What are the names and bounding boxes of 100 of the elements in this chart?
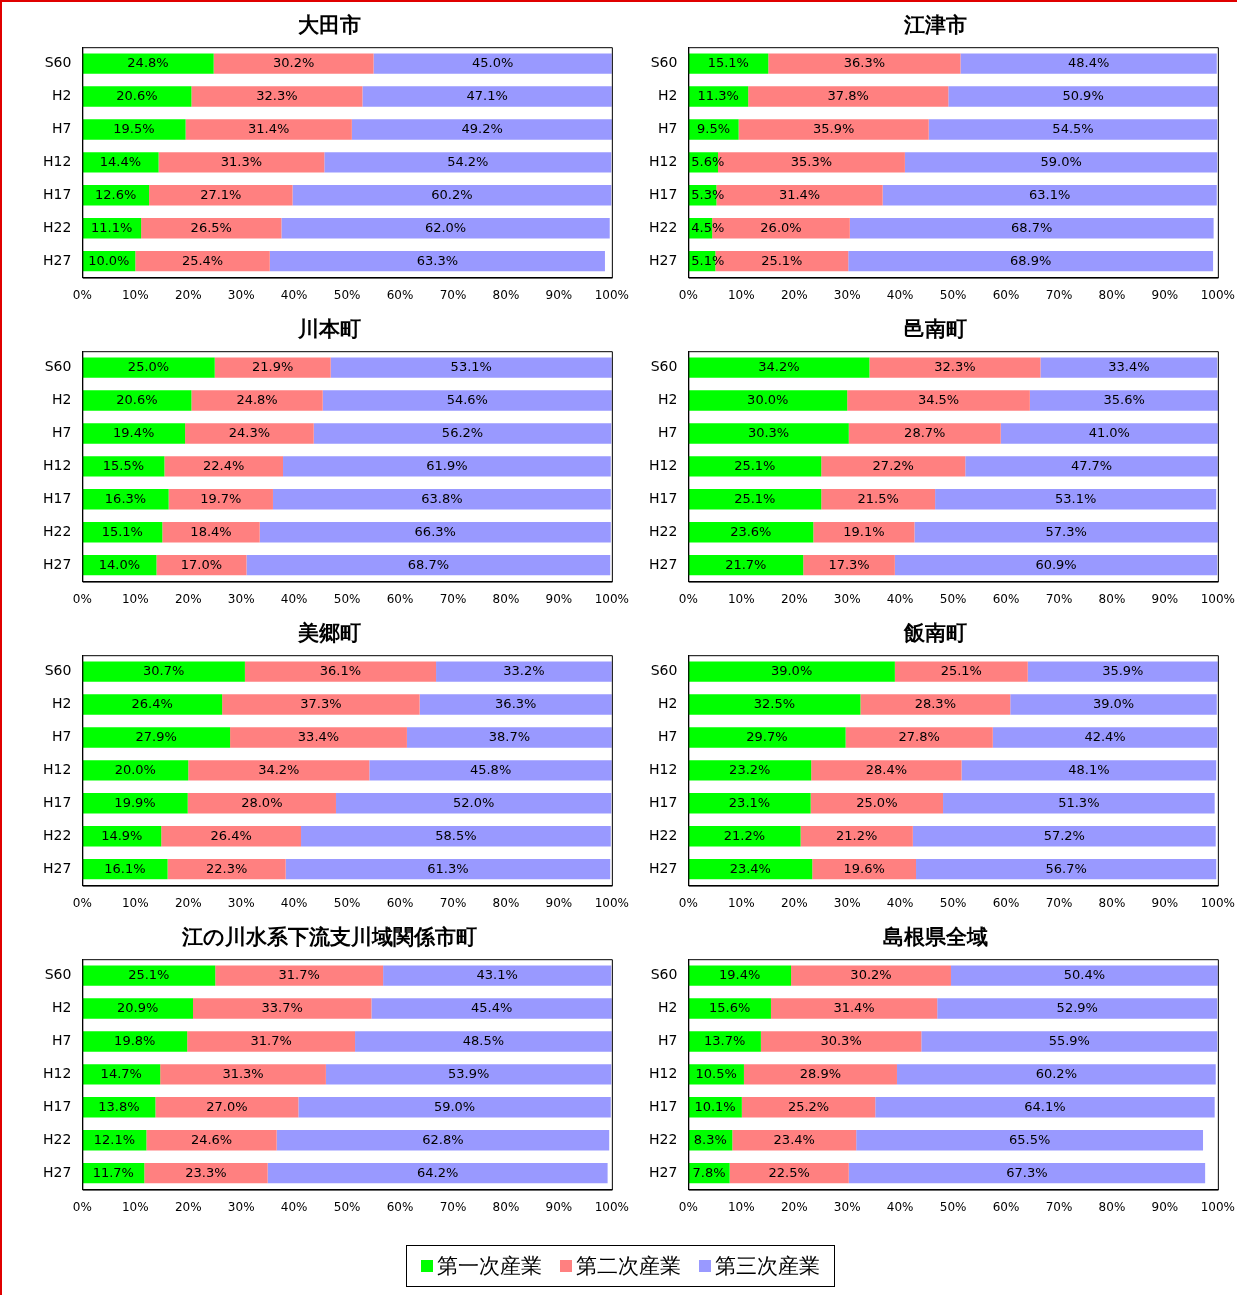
data-label: 56.2%: [441, 424, 484, 440]
data-label: 39.0%: [1092, 695, 1135, 711]
data-label: 19.4%: [113, 424, 155, 440]
bar: [188, 760, 370, 781]
bar: [743, 1064, 897, 1085]
data-label: 60.9%: [1035, 556, 1077, 572]
data-label: 64.1%: [1024, 1098, 1066, 1114]
x-tick-label: 80%: [492, 591, 520, 606]
x-tick-label: 100%: [594, 1199, 629, 1214]
bar: [732, 1130, 857, 1151]
bar: [688, 53, 769, 74]
data-label: 25.2%: [787, 1098, 830, 1114]
bar: [351, 119, 612, 140]
x-tick-label: 70%: [1045, 895, 1073, 910]
bar: [193, 998, 372, 1019]
data-label: 60.2%: [1035, 1065, 1077, 1081]
data-label: 26.0%: [760, 219, 802, 235]
y-tick-label: H27: [649, 1163, 678, 1180]
y-tick-label: H17: [43, 1097, 72, 1114]
data-label: 34.5%: [917, 391, 960, 407]
data-label: 14.9%: [101, 827, 143, 843]
data-label: 28.3%: [914, 695, 957, 711]
data-label: 21.7%: [725, 556, 767, 572]
data-label: 53.1%: [1055, 490, 1097, 506]
data-label: 41.0%: [1088, 424, 1130, 440]
bar: [82, 998, 194, 1019]
bar: [82, 965, 216, 986]
y-tick-label: S60: [650, 966, 678, 983]
data-label: 31.4%: [778, 186, 821, 202]
data-label: 53.1%: [450, 359, 492, 375]
y-tick-label: H2: [657, 87, 678, 104]
data-label: 34.2%: [758, 359, 800, 375]
data-label: 68.9%: [1010, 252, 1052, 268]
bar: [82, 119, 186, 140]
data-label: 45.0%: [472, 55, 514, 71]
bar: [688, 998, 771, 1019]
bar: [301, 826, 611, 847]
bar: [298, 1097, 611, 1118]
data-label: 45.4%: [470, 999, 513, 1015]
y-tick-label: H12: [649, 153, 678, 170]
data-label: 20.9%: [117, 999, 159, 1015]
y-tick-label: H17: [649, 489, 678, 506]
bar: [144, 1162, 268, 1184]
bar: [1040, 357, 1218, 378]
data-label: 22.5%: [768, 1164, 810, 1180]
bar: [149, 185, 293, 206]
data-label: 57.2%: [1043, 827, 1085, 843]
data-label: 15.5%: [102, 457, 145, 473]
data-label: 24.8%: [236, 391, 278, 407]
data-label: 30.3%: [747, 424, 790, 440]
bar: [324, 152, 612, 173]
bar: [894, 661, 1028, 682]
y-tick-label: S60: [44, 662, 72, 679]
data-label: 17.3%: [828, 556, 870, 572]
bar: [373, 53, 612, 74]
data-label: 48.4%: [1067, 55, 1110, 71]
y-tick-label: H17: [43, 185, 72, 202]
bar: [748, 86, 949, 107]
bar: [191, 86, 363, 107]
legend-label: 第一次産業: [437, 1253, 542, 1280]
x-tick-label: 80%: [492, 1199, 520, 1214]
x-tick-label: 0%: [678, 1199, 698, 1214]
bar: [688, 1031, 761, 1052]
x-tick-label: 40%: [886, 591, 914, 606]
x-tick-label: 90%: [1151, 287, 1179, 302]
data-label: 27.8%: [898, 728, 940, 744]
bar: [383, 965, 612, 986]
x-tick-label: 10%: [121, 287, 149, 302]
y-tick-label: S60: [650, 358, 678, 375]
bar: [82, 423, 186, 444]
data-label: 14.7%: [100, 1065, 142, 1081]
data-label: 31.3%: [222, 1065, 264, 1081]
bar: [141, 218, 282, 239]
data-label: 19.5%: [113, 120, 155, 136]
data-label: 52.0%: [452, 794, 495, 810]
x-tick-label: 20%: [780, 895, 808, 910]
bar: [860, 694, 1011, 715]
y-tick-label: S60: [44, 54, 72, 71]
data-label: 15.6%: [708, 999, 751, 1015]
bar: [187, 1031, 356, 1052]
x-tick-label: 10%: [121, 1199, 149, 1214]
bar: [768, 53, 961, 74]
x-tick-label: 70%: [439, 1199, 467, 1214]
x-tick-label: 70%: [439, 287, 467, 302]
bar: [688, 965, 792, 986]
bar: [215, 965, 384, 986]
bar: [267, 1162, 608, 1184]
bar: [146, 1130, 277, 1151]
bar: [187, 793, 336, 814]
chart-title: 大田市: [297, 13, 361, 38]
bar: [688, 554, 804, 576]
bar: [688, 423, 849, 444]
y-tick-label: H2: [657, 695, 678, 712]
y-tick-label: H27: [649, 251, 678, 268]
bar: [894, 554, 1218, 576]
legend-label: 第二次産業: [576, 1253, 681, 1280]
y-tick-label: H27: [649, 859, 678, 876]
data-label: 21.2%: [836, 827, 878, 843]
y-tick-label: S60: [650, 662, 678, 679]
y-tick-label: H7: [51, 424, 72, 441]
